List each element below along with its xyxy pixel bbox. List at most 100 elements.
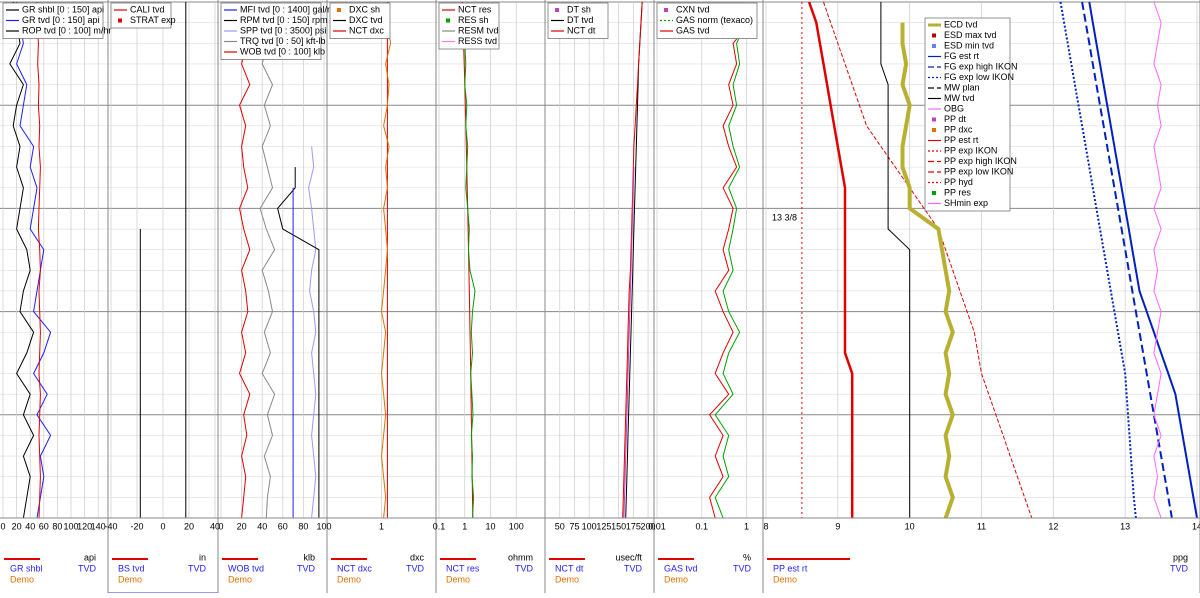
log-curve <box>1059 1 1137 519</box>
footer-depth: TVD <box>406 563 425 573</box>
legend-label: FG exp high IKON <box>944 61 1018 71</box>
footer-well: Demo <box>118 574 142 584</box>
legend-marker <box>664 8 668 12</box>
legend-label: DT tvd <box>567 15 593 25</box>
legend-label: STRAT exp <box>130 15 176 25</box>
x-tick-label: 100 <box>63 521 78 531</box>
footer-unit: in <box>199 552 206 562</box>
legend-label: DXC tvd <box>349 15 383 25</box>
footer-depth: TVD <box>78 563 97 573</box>
legend-label: ESD min tvd <box>944 40 994 50</box>
footer-depth: TVD <box>624 563 643 573</box>
log-curve <box>259 43 276 519</box>
legend-label: DT sh <box>567 4 591 14</box>
footer-unit: api <box>84 552 96 562</box>
footer-well: Demo <box>337 574 361 584</box>
footer-name: NCT dt <box>555 563 584 573</box>
legend-label: ESD max tvd <box>944 30 997 40</box>
x-tick-label: 40 <box>210 521 220 531</box>
x-tick-label: 20 <box>237 521 247 531</box>
log-curve <box>308 146 317 519</box>
legend-label: CALI tvd <box>130 4 165 14</box>
footer-depth: TVD <box>188 563 207 573</box>
legend-label: CXN tvd <box>676 4 710 14</box>
legend-label: PP exp IKON <box>944 145 997 155</box>
x-tick-label: 8 <box>763 521 768 531</box>
legend-label: SHmin exp <box>944 198 988 208</box>
legend-label: SPP tvd [0 : 3500] psi <box>240 25 326 35</box>
footer-unit: klb <box>303 552 315 562</box>
x-tick-label: 0 <box>218 521 223 531</box>
log-curve <box>238 43 251 519</box>
footer-well: Demo <box>555 574 579 584</box>
log-curve <box>622 1 643 519</box>
legend-label: RESM tvd <box>458 25 499 35</box>
x-tick-label: -40 <box>104 521 117 531</box>
log-curve <box>16 1 52 519</box>
footer-name: NCT dxc <box>337 563 372 573</box>
log-curve <box>807 1 854 518</box>
x-tick-label: 1 <box>379 521 384 531</box>
x-tick-label: 13 <box>1120 521 1130 531</box>
log-curve <box>625 1 643 519</box>
log-curve <box>277 167 320 518</box>
x-tick-label: 50 <box>555 521 565 531</box>
x-tick-label: 12 <box>1048 521 1058 531</box>
legend-label: ROP tvd [0 : 100] m/hr <box>22 25 111 35</box>
x-tick-label: 60 <box>39 521 49 531</box>
legend-label: NCT res <box>458 4 492 14</box>
x-tick-label: 150 <box>611 521 626 531</box>
legend-label: PP hyd <box>944 177 973 187</box>
footer-unit: ppg <box>1173 552 1188 562</box>
footer-depth: TVD <box>515 563 534 573</box>
x-tick-label: 40 <box>257 521 267 531</box>
legend-marker <box>932 44 936 48</box>
legend-label: GR tvd [0 : 150] api <box>22 15 100 25</box>
x-tick-label: 0 <box>160 521 165 531</box>
x-tick-label: 40 <box>25 521 35 531</box>
legend-label: NCT dt <box>567 25 596 35</box>
legend-label: DXC sh <box>349 4 380 14</box>
legend-label: OBG <box>944 103 964 113</box>
legend-label: WOB tvd [0 : 100] klb <box>240 46 325 56</box>
footer-well: Demo <box>228 574 252 584</box>
legend-label: FG est rt <box>944 51 980 61</box>
legend-label: RPM tvd [0 : 150] rpm <box>240 15 328 25</box>
footer-well: Demo <box>664 574 688 584</box>
footer-name: PP est rt <box>773 563 808 573</box>
log-curve <box>1081 1 1173 519</box>
legend-marker <box>555 8 559 12</box>
footer-depth: TVD <box>733 563 752 573</box>
x-tick-label: 10 <box>905 521 915 531</box>
legend-label: FG exp low IKON <box>944 72 1014 82</box>
x-tick-label: 140 <box>91 521 106 531</box>
footer-depth: TVD <box>1170 563 1189 573</box>
legend-label: NCT dxc <box>349 25 384 35</box>
log-curve <box>714 22 747 519</box>
footer-unit: usec/ft <box>615 552 642 562</box>
legend-label: GAS tvd <box>676 25 710 35</box>
x-tick-label: 1 <box>744 521 749 531</box>
x-tick-label: 0.01 <box>648 521 666 531</box>
x-tick-label: 200 <box>641 521 656 531</box>
legend-label: MW tvd <box>944 93 975 103</box>
log-curve <box>463 22 476 519</box>
legend-marker <box>932 33 936 38</box>
legend-label: PP dxc <box>944 124 973 134</box>
footer-name: NCT res <box>446 563 480 573</box>
x-tick-label: 0.1 <box>433 521 446 531</box>
legend-box <box>2 2 104 39</box>
x-tick-label: 100 <box>509 521 524 531</box>
x-tick-label: 80 <box>52 521 62 531</box>
log-curve <box>708 22 751 519</box>
legend-label: MFI tvd [0 : 1400] gal/min <box>240 4 342 14</box>
legend-label: RESS tvd <box>458 36 497 46</box>
legend-label: PP exp high IKON <box>944 156 1017 166</box>
footer-well: Demo <box>773 574 797 584</box>
x-tick-label: 1 <box>462 521 467 531</box>
legend-label: GAS norm (texaco) <box>676 15 753 25</box>
footer-well: Demo <box>10 574 34 584</box>
footer-name: BS tvd <box>118 563 145 573</box>
